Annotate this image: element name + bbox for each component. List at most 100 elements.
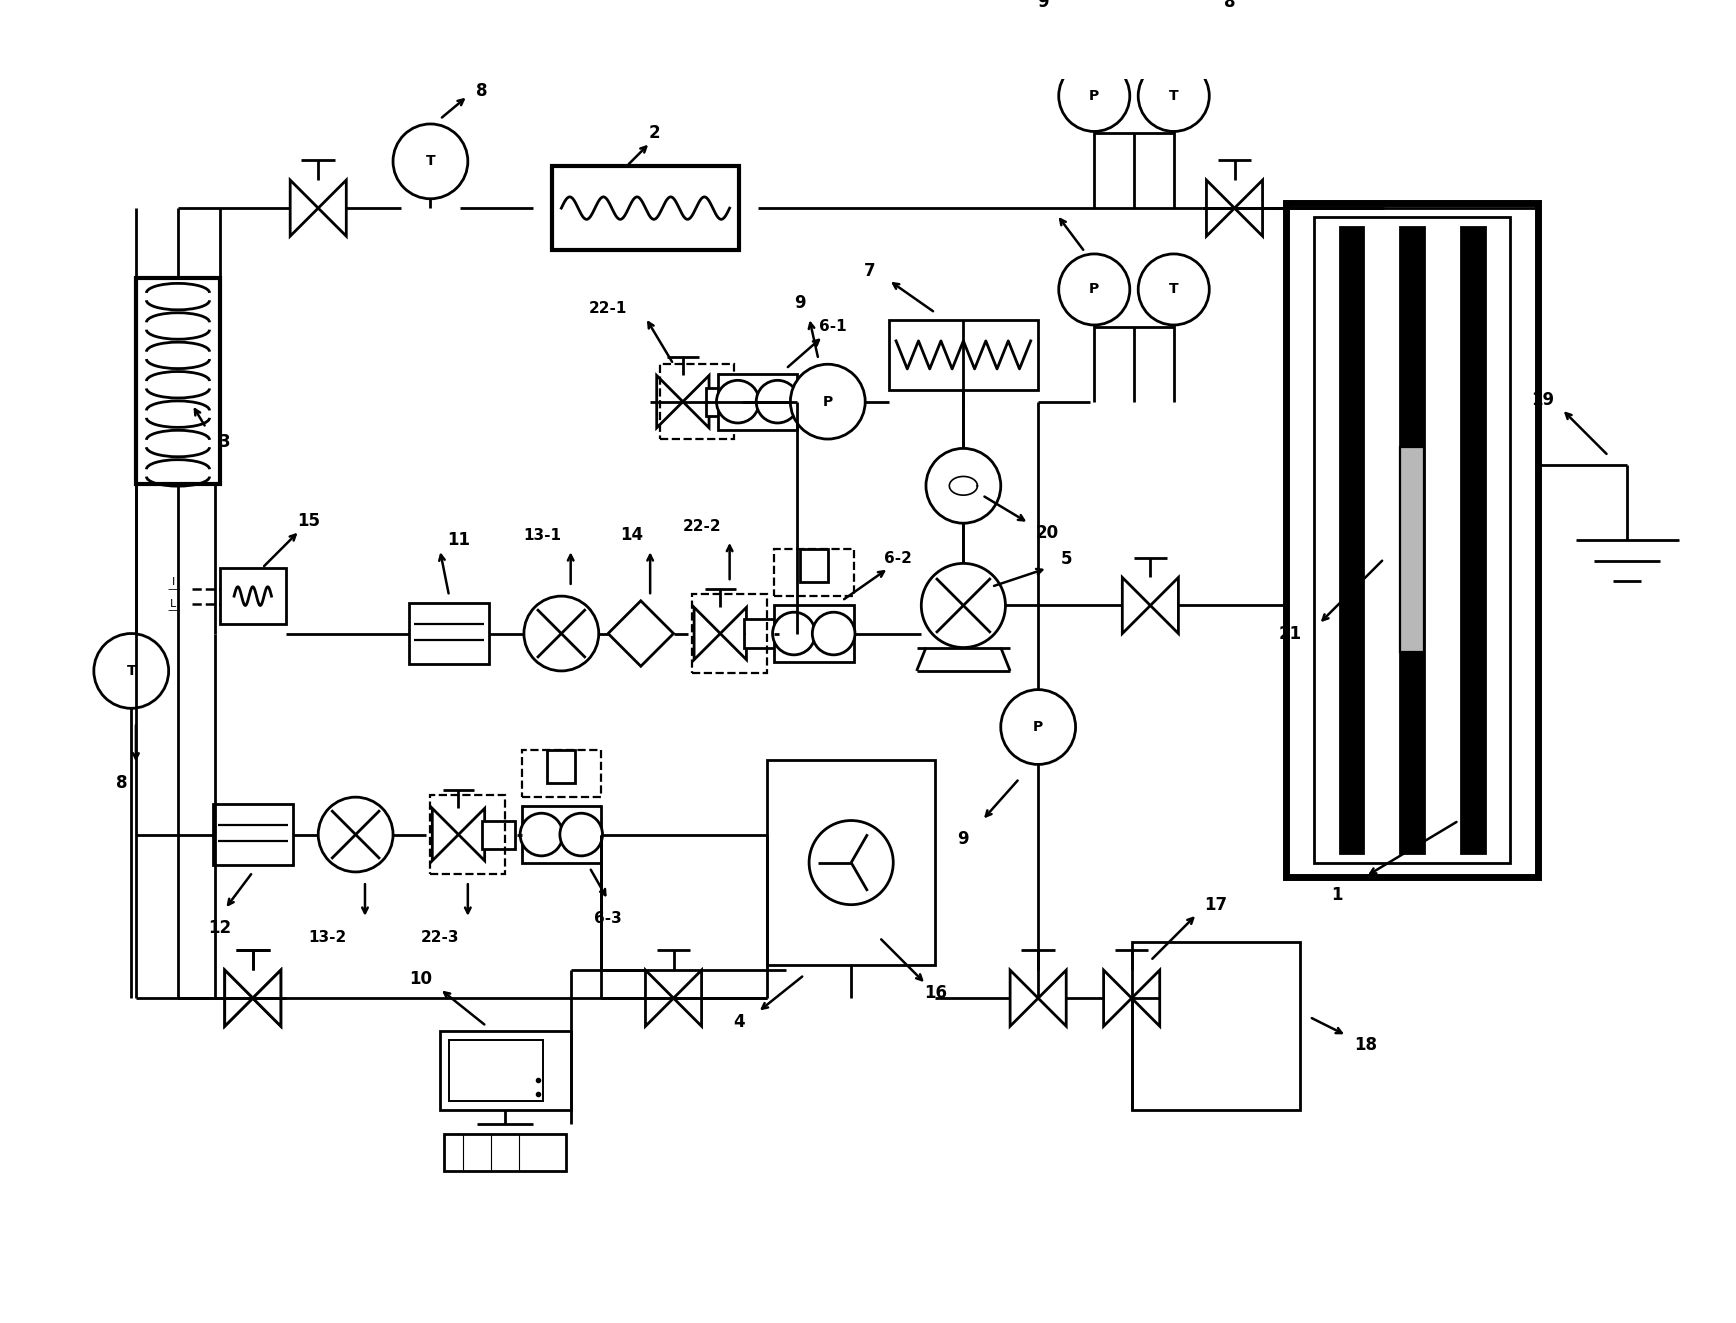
Polygon shape [318,180,345,237]
Text: 22-2: 22-2 [682,519,720,533]
Circle shape [812,613,854,655]
Polygon shape [646,970,674,1027]
Text: 17: 17 [1205,896,1227,914]
Text: 22-1: 22-1 [589,300,627,316]
Circle shape [717,380,759,423]
Text: 13-1: 13-1 [524,528,562,542]
Polygon shape [1151,577,1179,634]
Text: 6-2: 6-2 [884,552,911,566]
Bar [1132,942,1300,1110]
Text: 19: 19 [1531,390,1555,409]
Text: T: T [425,155,436,168]
Circle shape [392,124,467,198]
Circle shape [94,634,168,708]
Text: 1: 1 [1332,886,1344,905]
Bar [431,795,505,875]
Text: 8: 8 [1224,0,1236,12]
Circle shape [790,364,865,439]
Bar [439,1031,571,1110]
Bar [719,373,797,430]
Text: 8: 8 [476,82,488,101]
Text: T: T [1168,282,1179,296]
Bar [1314,217,1510,863]
Text: 10: 10 [410,971,432,988]
Text: —: — [168,605,179,615]
Text: 14: 14 [620,527,642,544]
Text: 21: 21 [1279,624,1302,643]
Bar [660,364,734,439]
Polygon shape [1234,180,1262,237]
Bar [693,594,767,673]
Circle shape [521,814,562,856]
Text: P: P [1033,720,1043,734]
Polygon shape [682,376,708,427]
Bar [521,750,601,798]
Circle shape [1139,254,1210,325]
Polygon shape [720,607,746,660]
Text: 13-2: 13-2 [309,930,347,945]
Text: 6-3: 6-3 [594,912,621,926]
Text: T: T [127,664,135,677]
Circle shape [561,814,602,856]
Circle shape [922,564,1005,647]
Text: 15: 15 [297,512,321,531]
Bar [707,388,740,415]
Polygon shape [674,970,701,1027]
Text: 12: 12 [208,919,231,937]
Text: 3: 3 [219,433,231,451]
Bar [552,167,740,250]
Bar [1340,226,1363,853]
Bar [135,278,220,484]
Text: 16: 16 [924,984,946,1003]
Text: 9: 9 [958,831,969,848]
Text: 9: 9 [1036,0,1049,12]
Polygon shape [1038,970,1066,1027]
Bar [214,804,293,865]
Text: P: P [1088,89,1099,103]
Polygon shape [224,970,253,1027]
Circle shape [1139,61,1210,131]
Polygon shape [608,601,674,667]
Polygon shape [656,376,682,427]
Polygon shape [694,607,720,660]
Circle shape [809,820,894,905]
Text: 20: 20 [1036,524,1059,541]
Bar [889,320,1038,390]
Circle shape [773,613,816,655]
Polygon shape [432,808,458,861]
Text: 8: 8 [116,774,128,792]
Text: 9: 9 [793,295,806,312]
Text: 22-3: 22-3 [420,930,458,945]
Bar [444,1134,566,1171]
Bar [220,568,285,624]
Text: 4: 4 [733,1012,745,1031]
Bar [410,603,490,664]
Circle shape [757,380,799,423]
Text: P: P [823,394,833,409]
Text: P: P [1088,282,1099,296]
Polygon shape [1010,970,1038,1027]
Bar [800,549,828,582]
Text: 7: 7 [865,262,875,279]
Polygon shape [1132,970,1160,1027]
Bar [483,820,514,848]
Bar [521,807,601,863]
Polygon shape [224,970,253,1027]
Circle shape [925,448,1000,523]
Polygon shape [253,970,281,1027]
Circle shape [1059,61,1130,131]
Polygon shape [458,808,484,861]
Polygon shape [1121,577,1151,634]
Bar [743,619,776,647]
Bar [1462,226,1484,853]
Bar [767,759,936,966]
Circle shape [318,798,392,872]
Text: 6-1: 6-1 [819,319,845,335]
Bar [547,750,575,783]
Bar [1286,204,1538,877]
Text: L: L [170,598,177,609]
Text: 5: 5 [1061,550,1071,568]
Text: T: T [1168,89,1179,103]
Text: 18: 18 [1354,1036,1377,1054]
Text: —: — [168,583,179,594]
